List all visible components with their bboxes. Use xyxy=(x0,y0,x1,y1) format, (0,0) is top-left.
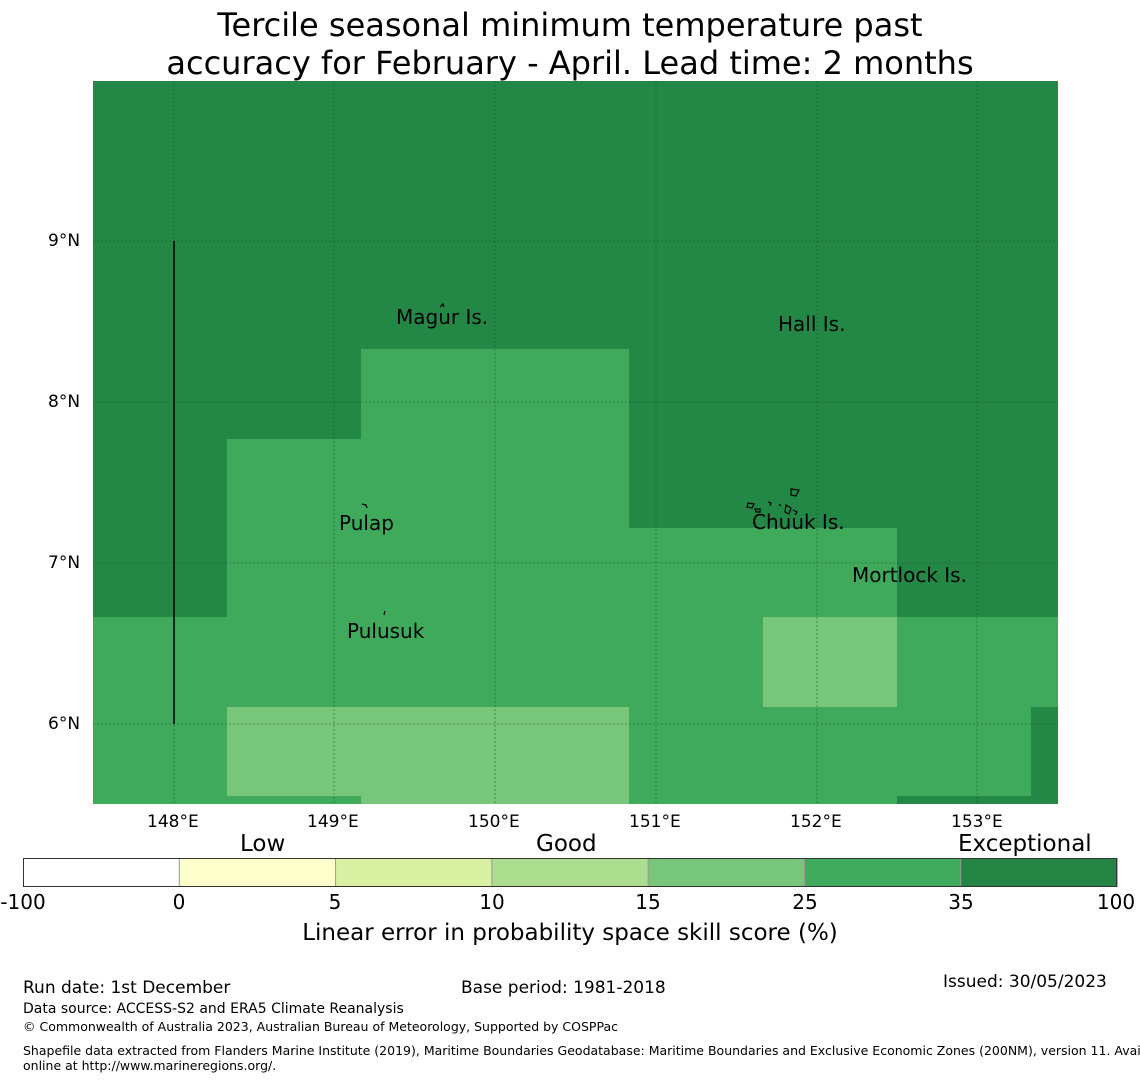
colorbar-segment-4 xyxy=(648,858,805,887)
skill-region-15-25-east xyxy=(763,617,897,707)
island-magur xyxy=(439,302,445,308)
skill-map xyxy=(93,81,1058,804)
legend-category-good: Good xyxy=(536,831,597,857)
legend-category-exceptional: Exceptional xyxy=(958,831,1092,857)
shapefile-credit-line-1: Shapefile data extracted from Flanders M… xyxy=(23,1043,1140,1058)
colorbar-tick-15: 15 xyxy=(635,890,661,914)
colorbar-title: Linear error in probability space skill … xyxy=(302,920,838,946)
colorbar-segment-2 xyxy=(335,858,493,887)
run-date: Run date: 1st December xyxy=(23,978,231,998)
island-chuuk-4 xyxy=(767,501,772,507)
colorbar-tick-10: 10 xyxy=(479,890,505,914)
colorbar-segment-0 xyxy=(23,858,180,887)
island-outlines xyxy=(361,302,800,616)
colorbar-tick-0: 0 xyxy=(172,890,186,914)
data-source: Data source: ACCESS-S2 and ERA5 Climate … xyxy=(23,1001,404,1017)
island-chuuk-3 xyxy=(754,508,761,513)
lat-label-6n: 6°N xyxy=(48,714,81,734)
copyright: © Commonwealth of Australia 2023, Austra… xyxy=(23,1019,618,1034)
colorbar-tick-35: 35 xyxy=(948,890,974,914)
place-label-mortlock: Mortlock Is. xyxy=(852,563,967,587)
colorbar-tick-minus100: -100 xyxy=(0,890,46,914)
colorbar-tick-100: 100 xyxy=(1096,890,1136,914)
colorbar-segment-1 xyxy=(179,858,337,887)
lat-label-8n: 8°N xyxy=(48,392,81,412)
chart-title: Tercile seasonal minimum temperature pas… xyxy=(0,6,1140,82)
island-chuuk-1 xyxy=(790,488,800,497)
colorbar-segment-6 xyxy=(960,858,1118,887)
island-chuuk-6 xyxy=(792,509,798,516)
lon-label-152e: 152°E xyxy=(790,812,842,832)
colorbar-tick-5: 5 xyxy=(328,890,342,914)
place-label-pulap: Pulap xyxy=(339,511,394,535)
island-chuuk-2 xyxy=(746,502,755,509)
issued-date: Issued: 30/05/2023 xyxy=(943,972,1107,992)
island-chuuk-5 xyxy=(784,504,792,515)
skill-region-15-25-south xyxy=(227,707,629,804)
colorbar xyxy=(23,858,1118,887)
island-pulap xyxy=(361,503,368,509)
island-pulusuk xyxy=(383,610,386,616)
lon-label-153e: 153°E xyxy=(951,812,1003,832)
lon-label-149e: 149°E xyxy=(307,812,359,832)
colorbar-segment-5 xyxy=(804,858,962,887)
title-line-1: Tercile seasonal minimum temperature pas… xyxy=(217,6,923,44)
shapefile-credit-line-2: online at http://www.marineregions.org/. xyxy=(23,1058,277,1073)
lat-label-7n: 7°N xyxy=(48,553,81,573)
place-label-pulusuk: Pulusuk xyxy=(347,619,425,643)
colorbar-segment-3 xyxy=(491,858,649,887)
lon-label-151e: 151°E xyxy=(629,812,681,832)
lat-label-9n: 9°N xyxy=(48,231,81,251)
legend-category-low: Low xyxy=(240,831,286,857)
place-label-chuuk: Chuuk Is. xyxy=(752,510,845,534)
island-chuuk-7 xyxy=(778,503,782,507)
gridlines xyxy=(93,81,1058,804)
place-label-magur: Magur Is. xyxy=(396,305,489,329)
place-label-hall: Hall Is. xyxy=(778,312,846,336)
title-line-2: accuracy for February - April. Lead time… xyxy=(166,44,974,82)
lon-label-148e: 148°E xyxy=(147,812,199,832)
base-period: Base period: 1981-2018 xyxy=(461,978,666,998)
colorbar-tick-25: 25 xyxy=(792,890,818,914)
lon-label-150e: 150°E xyxy=(468,812,520,832)
